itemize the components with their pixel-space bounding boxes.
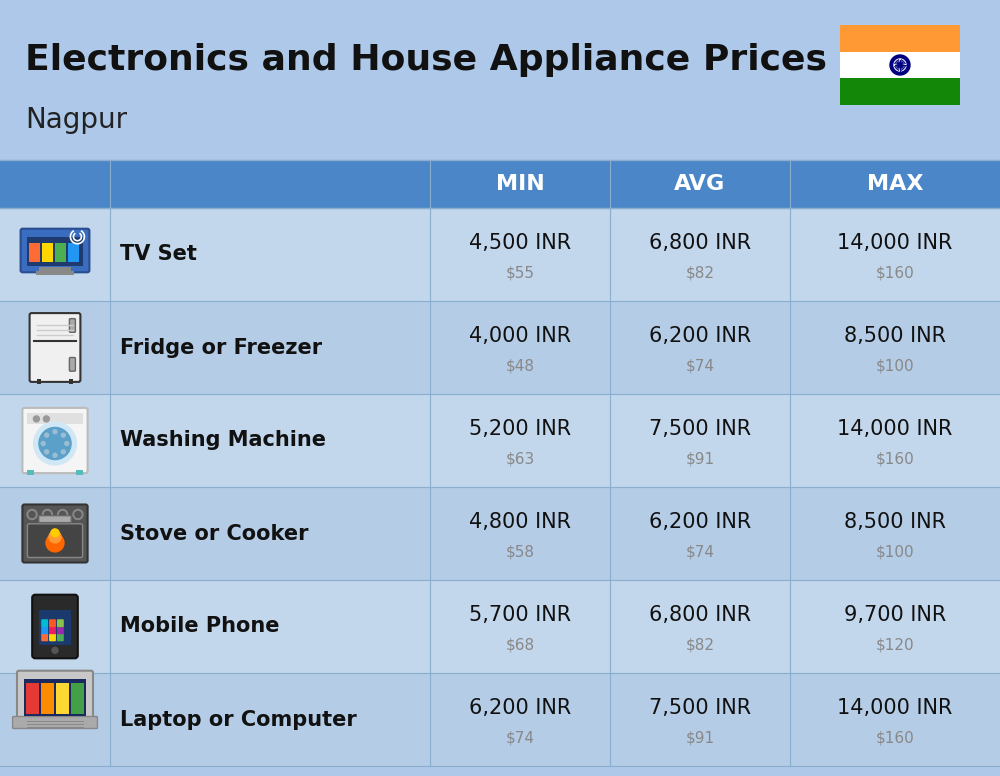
Text: MAX: MAX xyxy=(867,174,923,194)
Text: $82: $82 xyxy=(686,638,714,653)
Circle shape xyxy=(43,416,49,422)
FancyBboxPatch shape xyxy=(49,619,56,627)
FancyBboxPatch shape xyxy=(22,408,88,473)
Circle shape xyxy=(75,511,81,518)
Circle shape xyxy=(29,511,35,518)
FancyBboxPatch shape xyxy=(49,626,56,634)
Circle shape xyxy=(33,416,39,422)
FancyBboxPatch shape xyxy=(0,394,1000,487)
FancyBboxPatch shape xyxy=(0,673,1000,766)
Circle shape xyxy=(51,529,59,537)
Circle shape xyxy=(61,433,65,437)
FancyBboxPatch shape xyxy=(57,633,64,641)
Text: $82: $82 xyxy=(686,265,714,281)
FancyBboxPatch shape xyxy=(57,626,64,634)
Circle shape xyxy=(27,510,37,519)
FancyBboxPatch shape xyxy=(39,515,71,522)
Circle shape xyxy=(53,453,57,457)
FancyBboxPatch shape xyxy=(39,610,71,646)
FancyBboxPatch shape xyxy=(22,504,88,563)
Text: Mobile Phone: Mobile Phone xyxy=(120,616,280,636)
FancyBboxPatch shape xyxy=(0,160,1000,208)
Circle shape xyxy=(73,510,83,519)
FancyBboxPatch shape xyxy=(41,633,48,641)
FancyBboxPatch shape xyxy=(41,619,48,627)
Circle shape xyxy=(894,59,906,71)
Text: $63: $63 xyxy=(505,452,535,466)
Text: $160: $160 xyxy=(876,730,914,746)
FancyBboxPatch shape xyxy=(76,470,83,475)
Text: 4,500 INR: 4,500 INR xyxy=(469,234,571,253)
Circle shape xyxy=(49,531,61,543)
Text: 8,500 INR: 8,500 INR xyxy=(844,512,946,532)
Text: 8,500 INR: 8,500 INR xyxy=(844,327,946,346)
Circle shape xyxy=(45,450,49,454)
FancyBboxPatch shape xyxy=(13,716,97,729)
FancyBboxPatch shape xyxy=(69,358,75,371)
Text: 6,200 INR: 6,200 INR xyxy=(649,512,751,532)
FancyBboxPatch shape xyxy=(840,25,960,52)
Text: $74: $74 xyxy=(506,730,534,746)
FancyBboxPatch shape xyxy=(55,243,66,262)
FancyBboxPatch shape xyxy=(30,313,80,382)
FancyBboxPatch shape xyxy=(21,229,89,272)
Text: 6,200 INR: 6,200 INR xyxy=(469,698,571,719)
Circle shape xyxy=(44,511,50,518)
FancyBboxPatch shape xyxy=(24,679,86,715)
FancyBboxPatch shape xyxy=(36,272,74,275)
Text: 14,000 INR: 14,000 INR xyxy=(837,698,953,719)
Text: 9,700 INR: 9,700 INR xyxy=(844,605,946,625)
Circle shape xyxy=(65,442,69,445)
Text: AVG: AVG xyxy=(674,174,726,194)
FancyBboxPatch shape xyxy=(41,683,54,713)
Text: $58: $58 xyxy=(506,545,534,559)
FancyBboxPatch shape xyxy=(41,626,48,634)
Text: TV Set: TV Set xyxy=(120,244,197,265)
Text: 6,800 INR: 6,800 INR xyxy=(649,234,751,253)
FancyBboxPatch shape xyxy=(57,619,64,627)
FancyBboxPatch shape xyxy=(56,683,69,713)
Text: 5,700 INR: 5,700 INR xyxy=(469,605,571,625)
Text: Laptop or Computer: Laptop or Computer xyxy=(120,709,357,729)
Text: Fridge or Freezer: Fridge or Freezer xyxy=(120,338,322,358)
FancyBboxPatch shape xyxy=(69,319,75,332)
Text: $91: $91 xyxy=(685,452,715,466)
Text: $74: $74 xyxy=(686,359,714,373)
FancyBboxPatch shape xyxy=(42,243,53,262)
Circle shape xyxy=(890,55,910,75)
Circle shape xyxy=(46,534,64,552)
FancyBboxPatch shape xyxy=(0,208,1000,301)
Text: 7,500 INR: 7,500 INR xyxy=(649,419,751,439)
FancyBboxPatch shape xyxy=(32,594,78,658)
Text: $48: $48 xyxy=(506,359,534,373)
FancyBboxPatch shape xyxy=(71,683,84,713)
Text: 4,000 INR: 4,000 INR xyxy=(469,327,571,346)
Text: $100: $100 xyxy=(876,545,914,559)
FancyBboxPatch shape xyxy=(0,487,1000,580)
Circle shape xyxy=(58,510,68,519)
FancyBboxPatch shape xyxy=(49,633,56,641)
Text: $68: $68 xyxy=(505,638,535,653)
FancyBboxPatch shape xyxy=(0,580,1000,673)
FancyBboxPatch shape xyxy=(17,670,93,722)
Circle shape xyxy=(42,510,52,519)
Text: 14,000 INR: 14,000 INR xyxy=(837,234,953,253)
FancyBboxPatch shape xyxy=(69,379,73,384)
FancyBboxPatch shape xyxy=(27,524,83,557)
Circle shape xyxy=(41,442,45,445)
FancyBboxPatch shape xyxy=(840,78,960,105)
FancyBboxPatch shape xyxy=(840,52,960,78)
Circle shape xyxy=(45,433,49,437)
FancyBboxPatch shape xyxy=(39,267,71,272)
Text: $100: $100 xyxy=(876,359,914,373)
Text: 7,500 INR: 7,500 INR xyxy=(649,698,751,719)
FancyBboxPatch shape xyxy=(29,243,40,262)
Text: 4,800 INR: 4,800 INR xyxy=(469,512,571,532)
FancyBboxPatch shape xyxy=(27,237,83,266)
FancyBboxPatch shape xyxy=(0,301,1000,394)
Circle shape xyxy=(60,511,66,518)
Circle shape xyxy=(53,430,57,434)
FancyBboxPatch shape xyxy=(27,413,83,424)
Circle shape xyxy=(61,450,65,454)
